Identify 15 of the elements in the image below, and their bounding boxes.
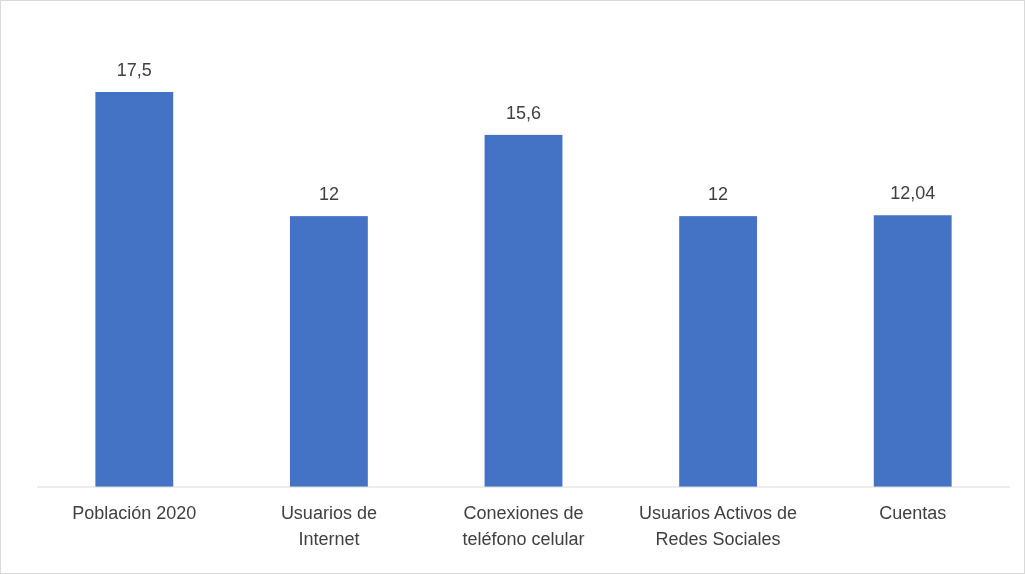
- bar: [873, 215, 952, 487]
- bar: [484, 134, 563, 487]
- bar: [289, 216, 368, 487]
- data-label: 12,04: [890, 183, 936, 204]
- x-tick-label: Conexiones de teléfono celular: [462, 503, 585, 549]
- x-tick-label: Usuarios de Internet: [280, 503, 377, 549]
- x-tick-label: Usuarios Activos de Redes Sociales: [639, 503, 798, 549]
- data-label: 15,6: [505, 102, 542, 123]
- data-label: 17,5: [116, 60, 152, 80]
- x-tick-label: Población 2020: [72, 503, 197, 523]
- data-label: 12: [708, 184, 729, 205]
- x-tick-label: Cuentas: [879, 503, 947, 523]
- bar: [95, 92, 174, 487]
- bar: [679, 216, 758, 487]
- data-label: 12: [318, 184, 339, 205]
